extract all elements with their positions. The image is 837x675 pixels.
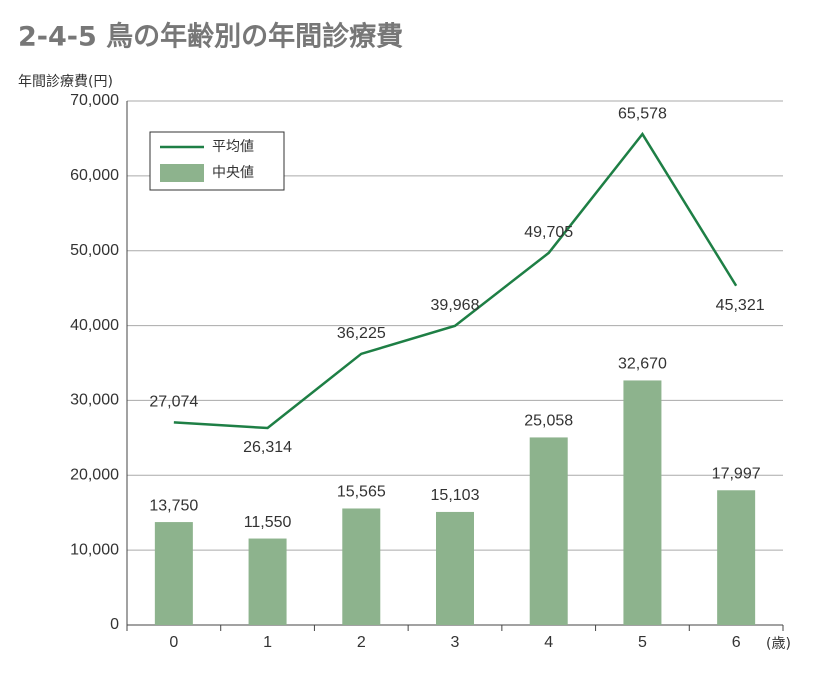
y-tick-label: 60,000	[70, 167, 119, 184]
x-tick-label: 3	[451, 634, 460, 651]
x-tick-label: 2	[357, 634, 366, 651]
line-value-label: 45,321	[716, 297, 765, 314]
bar	[154, 522, 193, 625]
y-tick-label: 30,000	[70, 392, 119, 409]
bar	[248, 538, 287, 625]
x-tick-label: 4	[544, 634, 553, 651]
bar	[529, 437, 568, 625]
bar	[623, 380, 662, 625]
x-tick-label: 1	[263, 634, 272, 651]
y-tick-label: 0	[110, 616, 119, 633]
bar	[717, 490, 756, 625]
y-tick-label: 40,000	[70, 317, 119, 334]
bar-value-label: 32,670	[618, 356, 667, 373]
line-value-label: 26,314	[243, 439, 292, 456]
y-tick-label: 10,000	[70, 541, 119, 558]
bar	[436, 511, 474, 625]
line-value-label: 39,968	[431, 297, 480, 314]
y-tick-label: 50,000	[70, 242, 119, 259]
y-tick-label: 20,000	[70, 467, 119, 484]
legend-label: 中央値	[212, 165, 254, 181]
x-tick-label: 5	[638, 634, 647, 651]
bar-value-label: 17,997	[712, 465, 761, 482]
line-value-label: 36,225	[337, 325, 386, 342]
bar-value-label: 25,058	[524, 413, 573, 430]
bar-value-label: 15,565	[337, 484, 386, 501]
line-value-label: 27,074	[149, 394, 198, 411]
legend-swatch	[160, 164, 204, 182]
bar-value-label: 13,750	[149, 497, 198, 514]
line-value-label: 65,578	[618, 105, 667, 122]
x-axis-label: (歳)	[766, 636, 791, 652]
y-axis-label: 年間診療費(円)	[18, 73, 113, 90]
bar-value-label: 11,550	[244, 514, 292, 531]
bar	[342, 508, 381, 625]
x-tick-label: 0	[169, 634, 178, 651]
y-tick-label: 70,000	[70, 92, 119, 109]
line-value-label: 49,705	[524, 224, 573, 241]
bar-value-label: 15,103	[431, 487, 480, 504]
line	[173, 131, 738, 430]
chart-title: 2-4-5 鳥の年齢別の年間診療費	[18, 21, 403, 53]
x-tick-label: 6	[732, 634, 741, 651]
legend-label: 平均値	[212, 139, 254, 155]
